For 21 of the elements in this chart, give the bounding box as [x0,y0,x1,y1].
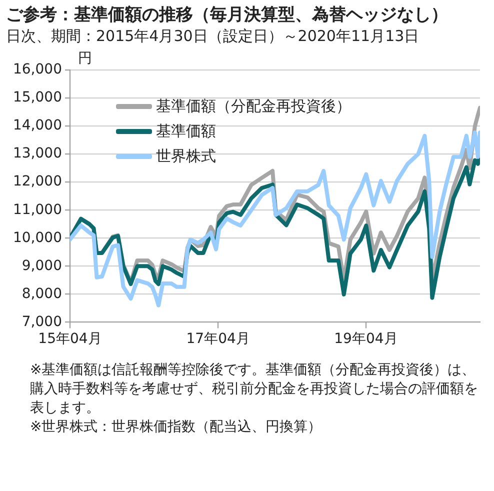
y-tick-label: 14,000 [12,118,62,134]
text: ※基準価額は信託報酬等控除後です。基準価額（分配金再投資後）は、購入時手数料等を考慮せず、税引前分配金を再投資した場合の評価額を表します。 [30,361,478,418]
legend-label: 基準価額（分配金再投資後） [156,97,351,116]
legend-label: 世界株式 [156,147,216,166]
y-tick-label: 15,000 [12,90,62,106]
y-tick-label: 16,000 [12,62,62,78]
x-tick-label: 15年04月 [38,331,102,348]
y-tick-label: 10,000 [12,230,62,246]
y-tick-label: 8,000 [22,286,62,302]
y-tick-label: 12,000 [12,174,62,190]
legend-label: 基準価額 [156,122,216,141]
y-tick-label: 7,000 [22,314,62,330]
chart-title: ご参考：基準価額の推移（毎月決算型、為替ヘッジなし） [6,4,449,26]
y-tick-label: 11,000 [12,202,62,218]
x-tick-label: 19年04月 [334,331,398,348]
x-tick-label: 17年04月 [186,331,250,348]
chart-subtitle: 日次、期間：2015年4月30日（設定日）～2020年11月13日 [6,26,420,46]
text: ※世界株式：世界株価指数（配当込、円換算） [30,418,323,437]
y-axis-title: 円 [78,50,92,67]
y-tick-label: 9,000 [22,258,62,274]
y-tick-label: 13,000 [12,146,62,162]
